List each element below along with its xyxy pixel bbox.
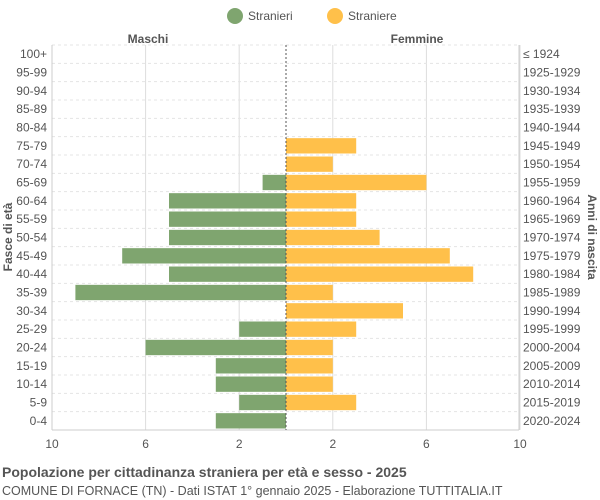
bar-male-20-24 (145, 339, 286, 356)
age-label: 45-49 (16, 249, 47, 263)
age-label: 75-79 (16, 139, 47, 153)
bar-male-15-19 (215, 358, 286, 374)
bar-male-65-69 (262, 174, 286, 191)
age-label: 15-19 (16, 359, 47, 373)
birth-year-label: 1960-1964 (523, 194, 581, 208)
x-tick-label: 2 (236, 437, 243, 451)
age-label: 95-99 (16, 66, 47, 80)
age-label: 65-69 (16, 176, 47, 190)
bar-female-5-9 (286, 394, 357, 411)
bar-female-65-69 (286, 174, 427, 191)
birth-year-label: 1990-1994 (523, 304, 581, 318)
age-label: 85-89 (16, 102, 47, 116)
age-label: 60-64 (16, 194, 47, 208)
bar-male-0-4 (215, 413, 286, 429)
age-label: 0-4 (30, 414, 48, 428)
x-tick-label: 6 (142, 437, 149, 451)
bar-male-45-49 (122, 248, 286, 264)
bar-female-55-59 (286, 211, 357, 227)
bar-female-10-14 (286, 376, 333, 392)
x-tick-label: 6 (423, 437, 430, 451)
bar-female-75-79 (286, 138, 357, 154)
birth-year-label: 2020-2024 (523, 414, 581, 428)
bar-female-15-19 (286, 358, 333, 374)
birth-year-label: 1955-1959 (523, 176, 581, 190)
age-label: 10-14 (16, 377, 47, 391)
bar-male-25-29 (239, 321, 286, 337)
birth-year-label: 1950-1954 (523, 157, 581, 171)
birth-year-label: ≤ 1924 (523, 47, 560, 61)
bar-female-45-49 (286, 248, 450, 264)
bar-female-25-29 (286, 321, 357, 337)
bar-female-70-74 (286, 156, 333, 172)
legend-label-straniere: Straniere (348, 9, 397, 23)
age-label: 70-74 (16, 157, 47, 171)
birth-year-label: 1995-1999 (523, 322, 581, 336)
birth-year-label: 1940-1944 (523, 121, 581, 135)
legend-swatch-straniere (327, 8, 343, 24)
age-label: 5-9 (30, 396, 48, 410)
birth-year-label: 2000-2004 (523, 341, 581, 355)
right-header: Femmine (391, 32, 444, 46)
bar-male-50-54 (169, 229, 286, 246)
birth-year-label: 1945-1949 (523, 139, 581, 153)
age-label: 50-54 (16, 231, 47, 245)
age-label: 25-29 (16, 322, 47, 336)
birth-year-label: 1935-1939 (523, 102, 581, 116)
age-label: 40-44 (16, 267, 47, 281)
x-tick-label: 10 (45, 437, 59, 451)
age-label: 20-24 (16, 341, 47, 355)
legend-swatch-stranieri (227, 8, 243, 24)
bar-female-50-54 (286, 229, 380, 246)
y-axis-label-left: Fasce di età (1, 202, 15, 271)
legend-label-stranieri: Stranieri (248, 9, 293, 23)
age-label: 35-39 (16, 286, 47, 300)
birth-year-label: 1980-1984 (523, 267, 581, 281)
birth-year-label: 1970-1974 (523, 231, 581, 245)
chart-subtitle: COMUNE DI FORNACE (TN) - Dati ISTAT 1° g… (2, 484, 503, 498)
bar-male-10-14 (215, 376, 286, 392)
x-tick-label: 2 (329, 437, 336, 451)
birth-year-label: 1965-1969 (523, 212, 581, 226)
bar-male-40-44 (169, 266, 286, 282)
chart-title: Popolazione per cittadinanza straniera p… (2, 464, 407, 480)
bar-female-30-34 (286, 303, 403, 319)
birth-year-label: 1985-1989 (523, 286, 581, 300)
left-header: Maschi (128, 32, 169, 46)
y-axis-label-right: Anni di nascita (585, 194, 599, 280)
birth-year-label: 1930-1934 (523, 84, 581, 98)
birth-year-label: 2010-2014 (523, 377, 581, 391)
birth-year-label: 2005-2009 (523, 359, 581, 373)
bar-female-35-39 (286, 284, 333, 301)
age-label: 55-59 (16, 212, 47, 226)
age-label: 100+ (20, 47, 47, 61)
x-tick-label: 10 (513, 437, 527, 451)
bar-male-55-59 (169, 211, 286, 227)
birth-year-label: 1975-1979 (523, 249, 581, 263)
birth-year-label: 2015-2019 (523, 396, 581, 410)
bar-male-35-39 (75, 284, 287, 301)
bar-female-40-44 (286, 266, 474, 282)
age-label: 30-34 (16, 304, 47, 318)
bar-female-60-64 (286, 193, 357, 209)
bar-female-20-24 (286, 339, 333, 356)
age-label: 80-84 (16, 121, 47, 135)
bar-male-60-64 (169, 193, 286, 209)
bar-male-5-9 (239, 394, 286, 411)
birth-year-label: 1925-1929 (523, 66, 581, 80)
age-label: 90-94 (16, 84, 47, 98)
